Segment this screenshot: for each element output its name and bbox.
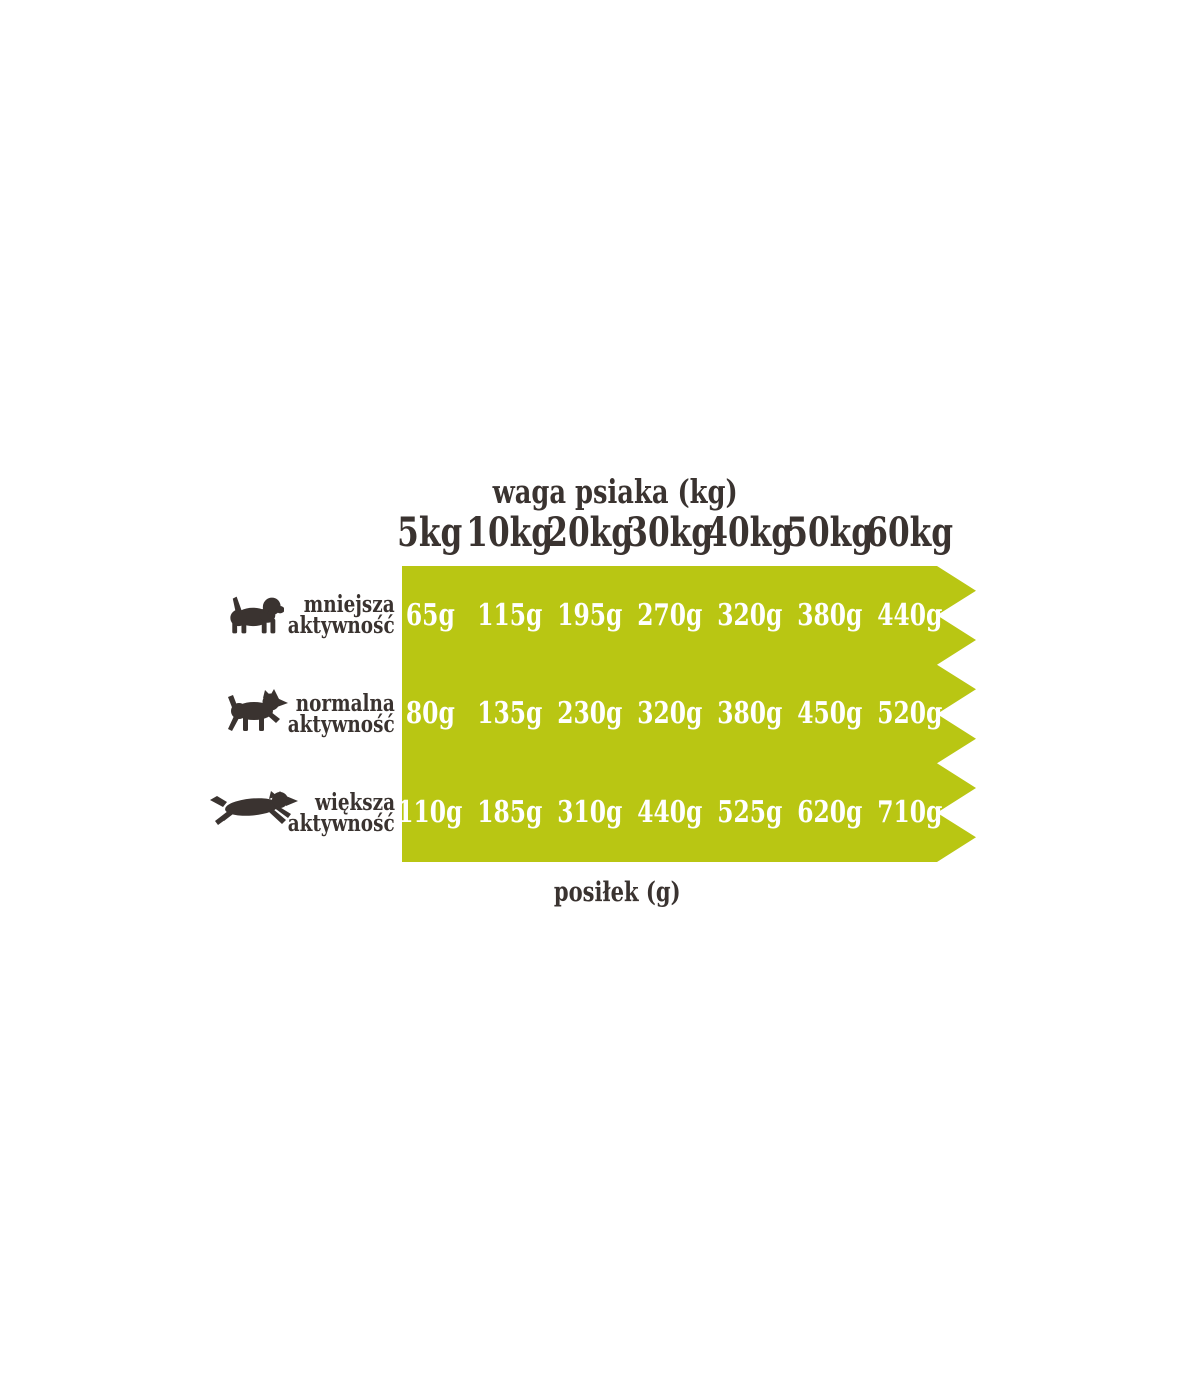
value-cell: 135g — [470, 665, 550, 764]
value-cell: 110g — [390, 763, 470, 862]
value-cell: 520g — [870, 665, 950, 764]
portion-value: 185g — [477, 795, 543, 831]
column-header-label: 40kg — [706, 508, 794, 556]
column-header-label: 30kg — [626, 508, 714, 556]
column-header-label: 60kg — [866, 508, 954, 556]
portion-value: 710g — [877, 795, 943, 831]
value-grid: 65g 115g 195g 270g 320g 380g 440g 80g 13… — [390, 566, 950, 862]
value-cell: 710g — [870, 763, 950, 862]
column-header: 60kg — [867, 508, 954, 556]
portion-value: 620g — [797, 795, 863, 831]
value-cell: 440g — [630, 763, 710, 862]
portion-value: 230g — [557, 696, 623, 732]
row-label-line1: mniejsza — [304, 591, 395, 618]
table-row: 80g 135g 230g 320g 380g 450g 520g — [390, 665, 950, 764]
portion-value: 320g — [717, 597, 783, 633]
row-label-line1: normalna — [295, 690, 395, 717]
column-header: 10kg — [467, 508, 554, 556]
value-cell: 320g — [710, 566, 790, 665]
chart-footer: posiłek (g) — [317, 872, 917, 912]
row-label-normal-activity: normalna aktywność — [185, 690, 395, 738]
portion-value: 310g — [557, 795, 623, 831]
running-dog-icon — [210, 791, 298, 829]
row-label-line2: aktywność — [288, 711, 395, 738]
column-header-row: 5kg 10kg 20kg 30kg 40kg 50kg 60kg — [390, 508, 954, 556]
value-cell: 380g — [710, 665, 790, 764]
value-cell: 230g — [550, 665, 630, 764]
column-header-label: 50kg — [786, 508, 874, 556]
table-row: 110g 185g 310g 440g 525g 620g 710g — [390, 763, 950, 862]
column-header-label: 20kg — [546, 508, 634, 556]
value-cell: 65g — [390, 566, 470, 665]
value-cell: 270g — [630, 566, 710, 665]
value-cell: 195g — [550, 566, 630, 665]
column-header: 30kg — [627, 508, 714, 556]
chart-title-text: waga psiaka (kg) — [492, 471, 738, 511]
value-cell: 450g — [790, 665, 870, 764]
portion-value: 115g — [477, 597, 543, 633]
portion-value: 320g — [637, 696, 703, 732]
value-cell: 320g — [630, 665, 710, 764]
portion-value: 65g — [405, 597, 455, 633]
portion-value: 525g — [717, 795, 783, 831]
column-header: 20kg — [547, 508, 634, 556]
value-cell: 115g — [470, 566, 550, 665]
green-ribbon-band — [402, 566, 976, 862]
value-cell: 185g — [470, 763, 550, 862]
column-header: 5kg — [390, 508, 470, 556]
portion-value: 270g — [637, 597, 703, 633]
column-header: 50kg — [787, 508, 874, 556]
portion-value: 520g — [877, 696, 943, 732]
chart-footer-text: posiłek (g) — [553, 876, 681, 908]
chart-title: waga psiaka (kg) — [315, 470, 915, 512]
column-header-label: 5kg — [397, 508, 463, 556]
column-header: 40kg — [707, 508, 794, 556]
row-label-line2: aktywność — [288, 612, 395, 639]
portion-value: 380g — [797, 597, 863, 633]
row-label-line2: aktywność — [288, 810, 395, 837]
portion-value: 110g — [397, 795, 463, 831]
row-label-high-activity: większa aktywność — [185, 789, 395, 837]
value-cell: 310g — [550, 763, 630, 862]
portion-value: 380g — [717, 696, 783, 732]
value-cell: 525g — [710, 763, 790, 862]
row-label-line1: większa — [314, 789, 395, 816]
value-cell: 80g — [390, 665, 470, 764]
trotting-dog-icon — [224, 687, 288, 733]
standing-puppy-icon — [226, 595, 284, 635]
portion-value: 440g — [637, 795, 703, 831]
portion-value: 195g — [557, 597, 623, 633]
table-row: 65g 115g 195g 270g 320g 380g 440g — [390, 566, 950, 665]
portion-value: 80g — [405, 696, 455, 732]
portion-value: 135g — [477, 696, 543, 732]
value-cell: 620g — [790, 763, 870, 862]
column-header-label: 10kg — [466, 508, 554, 556]
portion-value: 440g — [877, 597, 943, 633]
value-cell: 380g — [790, 566, 870, 665]
row-label-low-activity: mniejsza aktywność — [185, 591, 395, 639]
value-cell: 440g — [870, 566, 950, 665]
portion-value: 450g — [797, 696, 863, 732]
